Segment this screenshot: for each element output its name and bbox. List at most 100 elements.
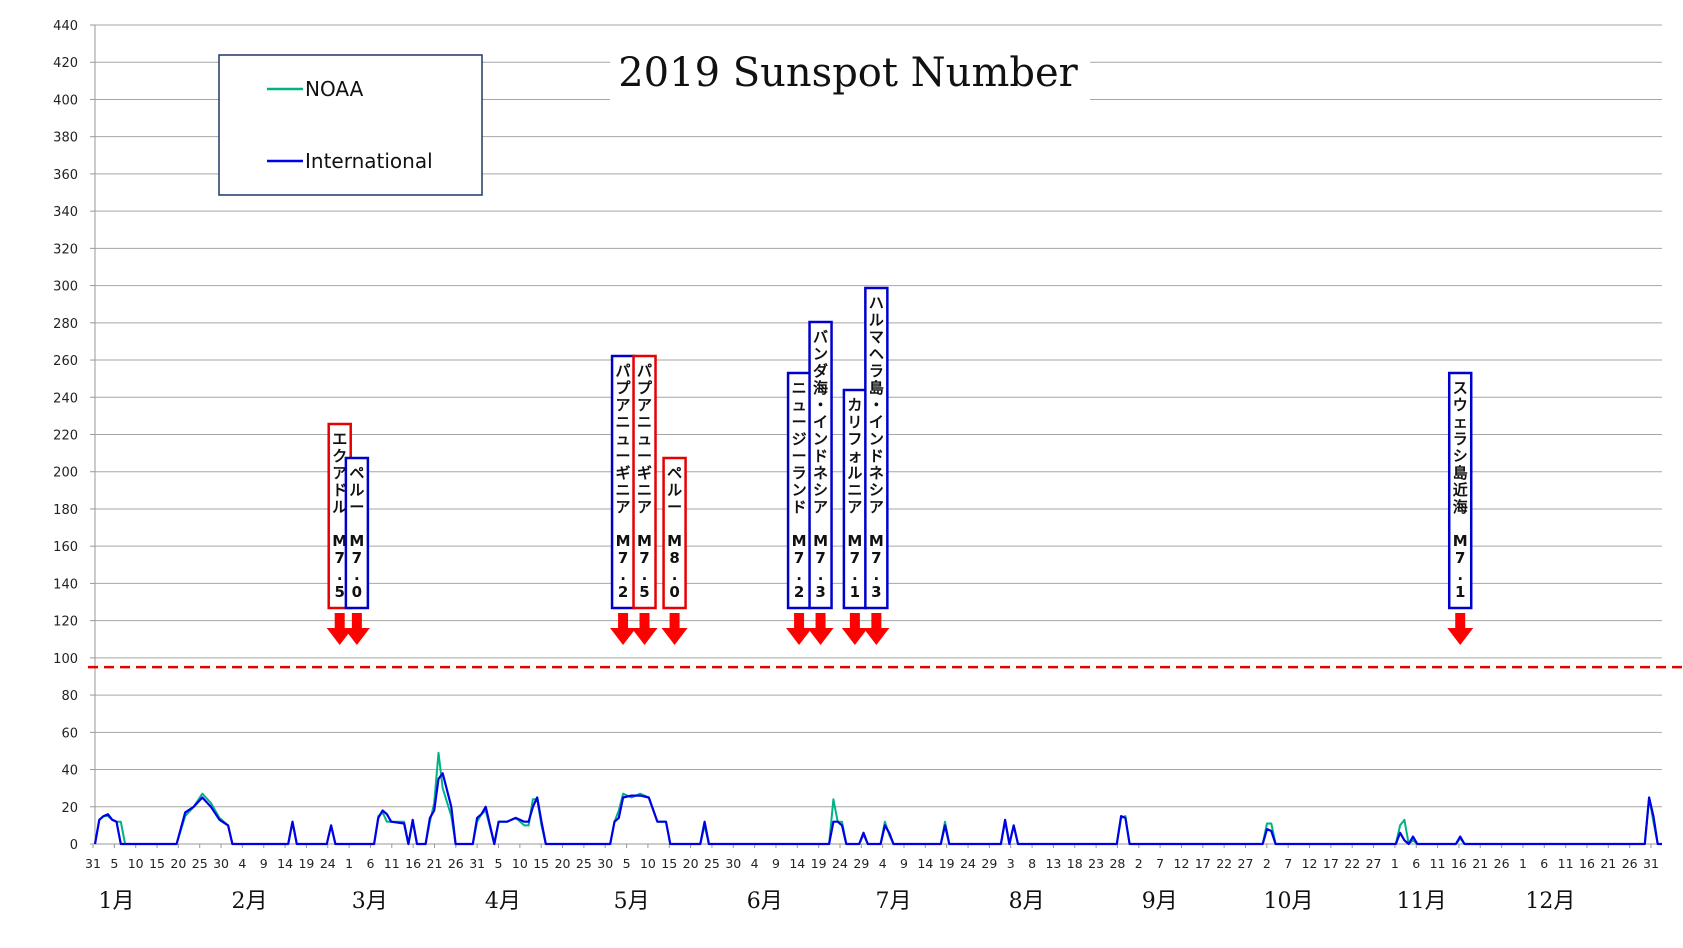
arrow-shaft	[334, 613, 345, 629]
x-tick-label: 26	[448, 856, 464, 871]
y-tick-label: 240	[53, 391, 78, 406]
x-tick-label: 4	[238, 856, 246, 871]
x-tick-label: 22	[1344, 856, 1360, 871]
x-tick-label: 14	[917, 856, 933, 871]
arrow-head	[786, 628, 813, 645]
x-tick-label: 7	[1284, 856, 1292, 871]
y-tick-label: 300	[53, 280, 78, 295]
arrow-shaft	[618, 613, 629, 629]
x-tick-label: 21	[427, 856, 443, 871]
arrow-head	[807, 628, 834, 645]
y-tick-label: 140	[53, 577, 78, 592]
annotation-frame	[808, 320, 833, 610]
month-label: 11月	[1397, 889, 1447, 914]
y-tick-label: 0	[70, 838, 78, 853]
x-tick-label: 29	[981, 856, 997, 871]
x-tick-label: 29	[853, 856, 869, 871]
month-label: 12月	[1525, 889, 1575, 914]
x-tick-label: 7	[1156, 856, 1164, 871]
x-tick-label: 26	[1622, 856, 1638, 871]
y-tick-label: 220	[53, 429, 78, 444]
x-tick-label: 11	[1558, 856, 1574, 871]
x-tick-label: 5	[495, 856, 503, 871]
x-tick-label: 27	[1366, 856, 1382, 871]
arrow-shaft	[1455, 613, 1466, 629]
series-lines	[93, 751, 1662, 846]
legend-box	[218, 54, 483, 196]
arrow-head	[326, 628, 353, 645]
x-tick-label: 13	[1045, 856, 1061, 871]
x-tick-label: 6	[1540, 856, 1548, 871]
x-tick-label: 17	[1323, 856, 1339, 871]
y-tick-label: 260	[53, 354, 78, 369]
x-tick-label: 26	[1494, 856, 1510, 871]
y-tick-label: 320	[53, 242, 78, 257]
x-tick-label: 25	[576, 856, 592, 871]
x-tick-label: 31	[469, 856, 485, 871]
y-tick-label: 180	[53, 503, 78, 518]
x-tick-label: 21	[1472, 856, 1488, 871]
arrow-head	[661, 628, 688, 645]
month-label: 5月	[614, 889, 650, 914]
month-label: 10月	[1263, 889, 1313, 914]
title-background	[610, 42, 1090, 104]
x-tick-label: 27	[1238, 856, 1254, 871]
x-tick-label: 15	[661, 856, 677, 871]
y-tick-label: 100	[53, 652, 78, 667]
x-tick-label: 19	[811, 856, 827, 871]
x-tick-label: 25	[192, 856, 208, 871]
x-tick-label: 3	[1007, 856, 1015, 871]
arrow-shaft	[815, 613, 826, 629]
arrow-shaft	[794, 613, 805, 629]
x-tick-label: 10	[640, 856, 656, 871]
x-tick-label: 5	[110, 856, 118, 871]
y-tick-label: 120	[53, 615, 78, 630]
month-label: 3月	[352, 889, 388, 914]
x-tick-label: 6	[366, 856, 374, 871]
x-tick-label: 14	[789, 856, 805, 871]
arrow-shaft	[351, 613, 362, 629]
month-label: 9月	[1142, 889, 1178, 914]
y-tick-label: 160	[53, 540, 78, 555]
x-tick-label: 10	[128, 856, 144, 871]
x-tick-label: 2	[1263, 856, 1271, 871]
month-label: 4月	[485, 889, 521, 914]
x-tick-label: 16	[405, 856, 421, 871]
chart-title: 2019 Sunspot Number	[618, 50, 1078, 96]
x-tick-label: 24	[960, 856, 976, 871]
arrow-shaft	[669, 613, 680, 629]
x-tick-label: 8	[1028, 856, 1036, 871]
x-tick-label: 20	[170, 856, 186, 871]
x-tick-label: 15	[533, 856, 549, 871]
month-label: 6月	[747, 889, 783, 914]
x-tick-label: 17	[1195, 856, 1211, 871]
x-tick-label: 20	[555, 856, 571, 871]
x-axis-ticks: 31 5 10 15 20 25 30 4 9 14 19 24 1 6 11 16 21 26 31 5 10 15 20…	[85, 844, 1659, 871]
y-tick-label: 60	[61, 726, 78, 741]
x-tick-label: 5	[623, 856, 631, 871]
x-tick-label: 31	[85, 856, 101, 871]
x-tick-label: 4	[879, 856, 887, 871]
x-tick-label: 2	[1135, 856, 1143, 871]
arrow-shaft	[871, 613, 882, 629]
x-tick-label: 1	[1391, 856, 1399, 871]
y-axis-ticks: 0 20 40 60 80 100 120 140 160 180 200 220 240 260 280 3…	[53, 19, 95, 853]
x-tick-label: 16	[1579, 856, 1595, 871]
y-tick-label: 360	[53, 168, 78, 183]
